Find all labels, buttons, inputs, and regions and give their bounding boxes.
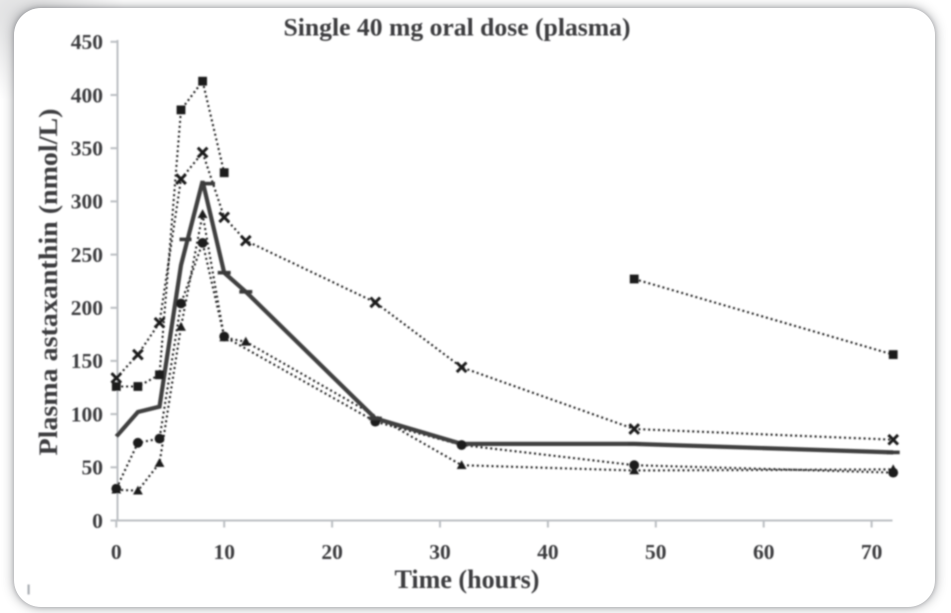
svg-text:250: 250 (71, 243, 103, 267)
svg-text:30: 30 (429, 540, 451, 564)
svg-text:10: 10 (213, 540, 235, 564)
svg-text:0: 0 (111, 540, 122, 564)
svg-text:Single 40 mg oral dose (plasma: Single 40 mg oral dose (plasma) (284, 13, 631, 42)
svg-text:300: 300 (71, 190, 103, 214)
svg-text:350: 350 (71, 137, 103, 161)
svg-text:400: 400 (71, 83, 103, 107)
svg-text:40: 40 (537, 540, 559, 564)
svg-text:60: 60 (753, 540, 775, 564)
svg-text:0: 0 (92, 509, 103, 533)
svg-text:Time (hours): Time (hours) (395, 565, 540, 594)
svg-text:50: 50 (645, 540, 667, 564)
svg-text:Plasma astaxanthin (nmol/L): Plasma astaxanthin (nmol/L) (34, 109, 63, 456)
svg-text:200: 200 (71, 296, 103, 320)
svg-text:50: 50 (82, 456, 104, 480)
svg-text:100: 100 (71, 402, 103, 426)
svg-text:70: 70 (861, 540, 883, 564)
svg-text:150: 150 (71, 349, 103, 373)
svg-text:450: 450 (71, 30, 103, 54)
svg-text:20: 20 (321, 540, 343, 564)
